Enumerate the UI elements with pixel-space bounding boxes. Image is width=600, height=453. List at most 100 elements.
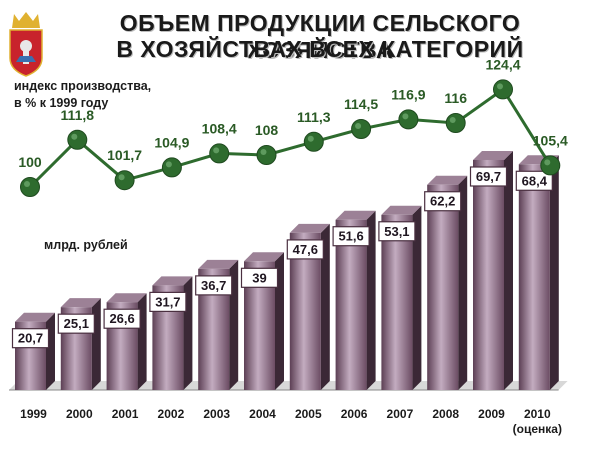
bar-side	[549, 155, 559, 390]
index-point-2008	[445, 113, 466, 133]
index-point-2005	[303, 131, 324, 152]
x-tick-label-2006: 2006	[341, 407, 368, 421]
index-point-2010	[540, 155, 561, 176]
index-point-2007	[398, 109, 419, 130]
bar-top	[335, 210, 376, 220]
bar-value-label: 51,6	[338, 229, 363, 244]
bar-2003: 36,7	[195, 259, 239, 390]
index-value-label: 116,9	[391, 86, 425, 102]
x-tick-label-2002: 2002	[158, 407, 185, 421]
x-tick-label-2008: 2008	[432, 407, 459, 421]
bar-2000: 25,1	[57, 298, 101, 390]
bar-unit-label: млрд. рублей	[44, 238, 128, 252]
bar-top	[152, 276, 193, 286]
x-tick-label-2000: 2000	[66, 407, 93, 421]
index-point-2001	[114, 170, 135, 191]
index-point-2003	[209, 143, 230, 164]
bar-top	[106, 293, 147, 303]
bar-side	[137, 293, 147, 390]
bar-2010: 68,4	[515, 155, 559, 390]
x-tick-label-2009: 2009	[478, 407, 505, 421]
bar-front	[335, 219, 367, 390]
index-axis-label-line-1: индекс производства,	[14, 79, 152, 93]
index-point-2004	[256, 145, 277, 165]
bar-top	[289, 223, 330, 233]
bar-value-label: 47,6	[293, 242, 318, 257]
x-tick-label-2005: 2005	[295, 407, 322, 421]
bar-value-box	[286, 239, 324, 260]
bar-value-label: 20,7	[18, 331, 43, 346]
bar-2005: 47,6	[286, 223, 330, 390]
bar-top	[15, 312, 55, 322]
index-point-2002	[161, 157, 182, 178]
x-tick-label-2003: 2003	[203, 407, 230, 421]
index-point-2006	[351, 119, 372, 139]
bar-side	[320, 223, 330, 390]
bar-side	[46, 312, 55, 390]
index-point-highlight	[544, 159, 551, 166]
bar-value-box	[424, 191, 462, 212]
index-point-highlight	[118, 174, 125, 181]
bar-value-label: 31,7	[155, 294, 180, 309]
bar-value-label: 39	[252, 270, 266, 285]
bar-top	[198, 259, 239, 269]
bar-front	[427, 184, 459, 390]
bar-front	[473, 159, 504, 390]
index-point-highlight	[307, 135, 314, 142]
bar-2004: 39	[240, 252, 284, 390]
index-value-label: 108	[255, 122, 279, 138]
moscow-region-coat-of-arms-icon	[8, 12, 44, 77]
x-tick-label-1999: 1999	[20, 407, 47, 421]
bar-value-label: 36,7	[201, 278, 226, 293]
x-tick-label-2007: 2007	[387, 407, 414, 421]
index-axis-label-line-2: в % к 1999 году	[14, 96, 109, 110]
bar-value-box	[11, 328, 50, 349]
bar-value-box	[469, 166, 508, 187]
index-value-label: 100	[18, 154, 42, 170]
index-point-highlight	[402, 113, 409, 120]
index-point-highlight	[213, 147, 220, 154]
bar-2009: 69,7	[469, 150, 513, 390]
bar-top	[381, 205, 422, 215]
bar-side	[412, 205, 422, 390]
index-point-highlight	[355, 123, 362, 129]
bar-2006: 51,6	[332, 210, 376, 390]
bar-top	[473, 150, 513, 160]
x-tick-label-2004: 2004	[249, 407, 276, 421]
index-value-label: 111,3	[297, 109, 331, 125]
chart-title-line-2: В ХОЗЯЙСТВАХ ВСЕХ КАТЕГОРИЙ	[116, 36, 524, 62]
index-point-highlight	[260, 149, 267, 155]
index-point-highlight	[449, 117, 456, 123]
bar-side	[91, 298, 101, 390]
bar-value-label: 62,2	[430, 194, 455, 209]
index-value-label: 111,8	[61, 107, 95, 123]
index-value-label: 124,4	[485, 56, 520, 72]
chart-title-line-1: ОБЪЕМ ПРОДУКЦИИ СЕЛЬСКОГО ХОЗЯЙСТВА	[119, 10, 521, 63]
bar-top	[244, 252, 284, 262]
bar-value-box	[149, 291, 187, 312]
bar-2008: 62,2	[424, 175, 468, 390]
bar-value-box	[515, 170, 553, 191]
index-value-label: 108,4	[202, 120, 237, 136]
index-value-label: 104,9	[154, 134, 189, 150]
bar-2002: 31,7	[149, 276, 193, 390]
x-tick-note: (оценка)	[513, 422, 562, 436]
bar-side	[366, 210, 376, 390]
bar-value-label: 25,1	[64, 316, 89, 331]
bar-front	[518, 164, 550, 390]
bar-top	[60, 298, 101, 308]
bar-2007: 53,1	[378, 205, 422, 390]
bar-value-box	[378, 221, 416, 242]
bar-side	[458, 175, 468, 390]
bar-value-box	[195, 275, 233, 296]
bar-value-box	[240, 267, 279, 288]
index-point-2000	[67, 129, 88, 150]
bar-value-box	[57, 313, 95, 334]
bar-value-label: 69,7	[476, 169, 501, 184]
bar-side	[504, 150, 513, 390]
bar-top	[427, 175, 468, 185]
index-point-2009	[493, 79, 513, 100]
x-tick-label-2001: 2001	[112, 407, 139, 421]
